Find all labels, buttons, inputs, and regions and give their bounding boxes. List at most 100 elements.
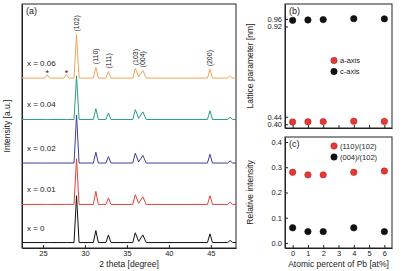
tick: 0.44 [267,113,288,122]
point [289,225,295,231]
annotation: (200) [206,50,214,66]
plot-frame [22,4,236,248]
tick [323,125,324,128]
point [305,17,311,23]
point [305,228,311,234]
labels: a-axisc-axis(b)Lattice parameter [nm] [245,6,360,109]
series-label: x = 0 [27,224,45,233]
tick-mark [308,125,309,128]
plot-frame [285,137,392,248]
annotation: * [45,68,49,78]
tick-mark [384,245,385,248]
point [320,118,326,124]
tick-mark [285,167,288,168]
tick [339,125,340,128]
plot-area [22,35,236,243]
x-axis-title: 2 theta [degree] [99,259,159,269]
tick: 0 [291,245,295,258]
y-axis-title: Relative intensity [245,160,255,225]
series-label: x = 0.01 [27,185,56,194]
annotation: (110) [92,48,100,64]
tick-label: 30 [81,249,89,258]
labels: (110)/(102)(004)/(102)(c)Atomic percent … [245,139,389,269]
tick [354,125,355,128]
tick: 0.4 [272,138,288,147]
tick-label: 6 [383,249,387,258]
x-axis: 0123456 [286,245,393,258]
tick-label: 0.44 [267,113,282,122]
tick-mark [285,142,288,143]
panel-label: (a) [26,6,37,16]
tick: 5 [367,245,371,258]
tick-mark [384,125,385,128]
panel: 2530354045x = 0x = 0.01x = 0.02x = 0.04x… [2,4,237,269]
legend-marker [331,143,337,149]
tick: 0.96 [267,15,288,24]
point [320,16,326,22]
plot-area [289,15,387,125]
tick-mark [285,243,288,244]
series-label: x = 0.04 [27,100,56,109]
point [320,228,326,234]
tick-mark [369,125,370,128]
point [289,17,295,23]
tick-label: 35 [123,249,131,258]
pattern-line [22,115,236,163]
pattern-line [22,76,236,120]
tick-mark [285,218,288,219]
point [381,228,387,234]
tick-label: 0.0 [272,239,282,248]
tick: 0.2 [272,188,288,197]
tick [369,125,370,128]
x-axis [286,125,393,129]
point [289,119,295,125]
tick-mark [369,245,370,248]
legend-label: a-axis [340,56,360,65]
annotation: (111) [105,53,113,68]
annotation: (102) [73,15,81,31]
tick: 2 [322,245,326,258]
tick-mark [339,125,340,128]
y-axis [22,5,23,249]
legend-label: c-axis [340,67,360,76]
plot-frame [285,4,392,128]
point [289,169,295,175]
panel-label: (b) [289,6,300,16]
point [320,172,326,178]
tick: 35 [123,245,131,258]
legend-marker [331,68,337,74]
legend-label: (004)/(102) [340,153,378,162]
pattern-line [22,35,236,79]
tick-label: 2 [322,249,326,258]
tick: 30 [81,245,89,258]
pattern-line [22,159,236,205]
panel: 0.400.440.920.96a-axisc-axis(b)Lattice p… [245,4,393,129]
tick-label: 1 [306,249,310,258]
tick-mark [354,245,355,248]
tick-mark [323,125,324,128]
x-axis: 2530354045 [23,245,237,258]
legend-marker [331,57,337,63]
series-label: x = 0.02 [27,144,56,153]
tick: 40 [165,245,173,258]
tick: 6 [383,245,387,258]
tick-label: 0.4 [272,138,282,147]
tick-mark [285,117,288,118]
point [305,119,311,125]
point [381,16,387,22]
plot-area [289,168,387,235]
y-axis-title: Intensity [a.u.] [2,100,12,153]
tick-mark [285,19,288,20]
tick [384,125,385,128]
tick: 45 [207,245,215,258]
x-axis-title: Atomic percent of Pb [at%] [288,259,389,269]
legend-label: (110)/(102) [340,142,377,151]
tick-label: 45 [207,249,215,258]
tick: 4 [352,245,356,258]
tick-mark [293,245,294,248]
y-axis: 0.00.10.20.30.4 [272,138,288,249]
point [351,169,357,175]
point [381,118,387,124]
tick-label: 4 [352,249,356,258]
tick-mark [85,245,86,248]
